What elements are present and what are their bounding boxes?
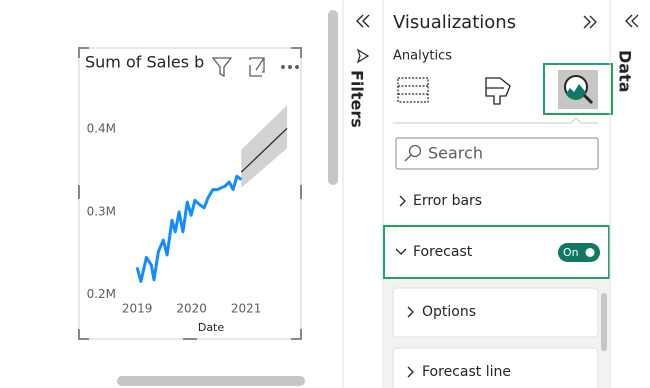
chart-title: Sum of Sales b [85, 53, 204, 72]
confidence-band [241, 105, 288, 188]
chevron [407, 306, 414, 318]
build-visual-tab[interactable] [397, 77, 429, 103]
plot: 0.2M 0.3M 0.4M 2019 2020 2021 [87, 105, 288, 316]
collapse-icon[interactable] [356, 14, 370, 28]
highlight-box [383, 225, 610, 279]
tab-underline [393, 117, 598, 124]
collapse-icon[interactable] [583, 15, 597, 29]
y-tick-label: 0.2M [87, 287, 116, 301]
h-scrollbar[interactable] [117, 376, 305, 386]
card[interactable] [392, 347, 599, 388]
x-tick-label: 2021 [231, 302, 262, 316]
line [135, 174, 243, 283]
analytics-tab[interactable] [558, 70, 598, 109]
chevron [407, 366, 414, 378]
line [240, 127, 288, 173]
search-icon [404, 154, 412, 162]
filter-icon [356, 48, 370, 64]
section-title[interactable]: Options [422, 304, 476, 320]
section-title[interactable]: Forecast [413, 244, 473, 260]
format-tab[interactable] [485, 77, 511, 105]
x-tick-label: 2020 [176, 302, 207, 316]
highlight-box [543, 63, 613, 115]
collapse-icon[interactable] [625, 14, 639, 28]
v-scrollbar[interactable] [328, 10, 338, 185]
chevron [395, 248, 407, 255]
search-icon [408, 144, 422, 158]
chevron [399, 195, 406, 207]
toggle-label: On [563, 246, 579, 259]
y-tick-label: 0.4M [87, 122, 116, 136]
toggle[interactable] [558, 243, 600, 262]
filters-title[interactable]: Filters [348, 70, 367, 128]
search-box[interactable] [395, 137, 599, 170]
section-title[interactable]: Error bars [413, 193, 482, 209]
analytics-label: Analytics [393, 49, 452, 64]
pane-scrollbar[interactable] [601, 293, 607, 351]
y-tick-label: 0.3M [87, 204, 116, 218]
visualizations-title: Visualizations [393, 12, 516, 33]
x-tick-label: 2019 [122, 302, 153, 316]
visual-header-icons[interactable] [211, 57, 299, 78]
data-title[interactable]: Data [616, 50, 635, 93]
visual-frame[interactable] [78, 47, 302, 340]
toggle-knob [585, 248, 595, 257]
x-axis-label: Date [198, 321, 225, 334]
search-placeholder: Search [428, 144, 483, 163]
card[interactable] [392, 287, 599, 338]
section-title[interactable]: Forecast line [422, 364, 511, 380]
